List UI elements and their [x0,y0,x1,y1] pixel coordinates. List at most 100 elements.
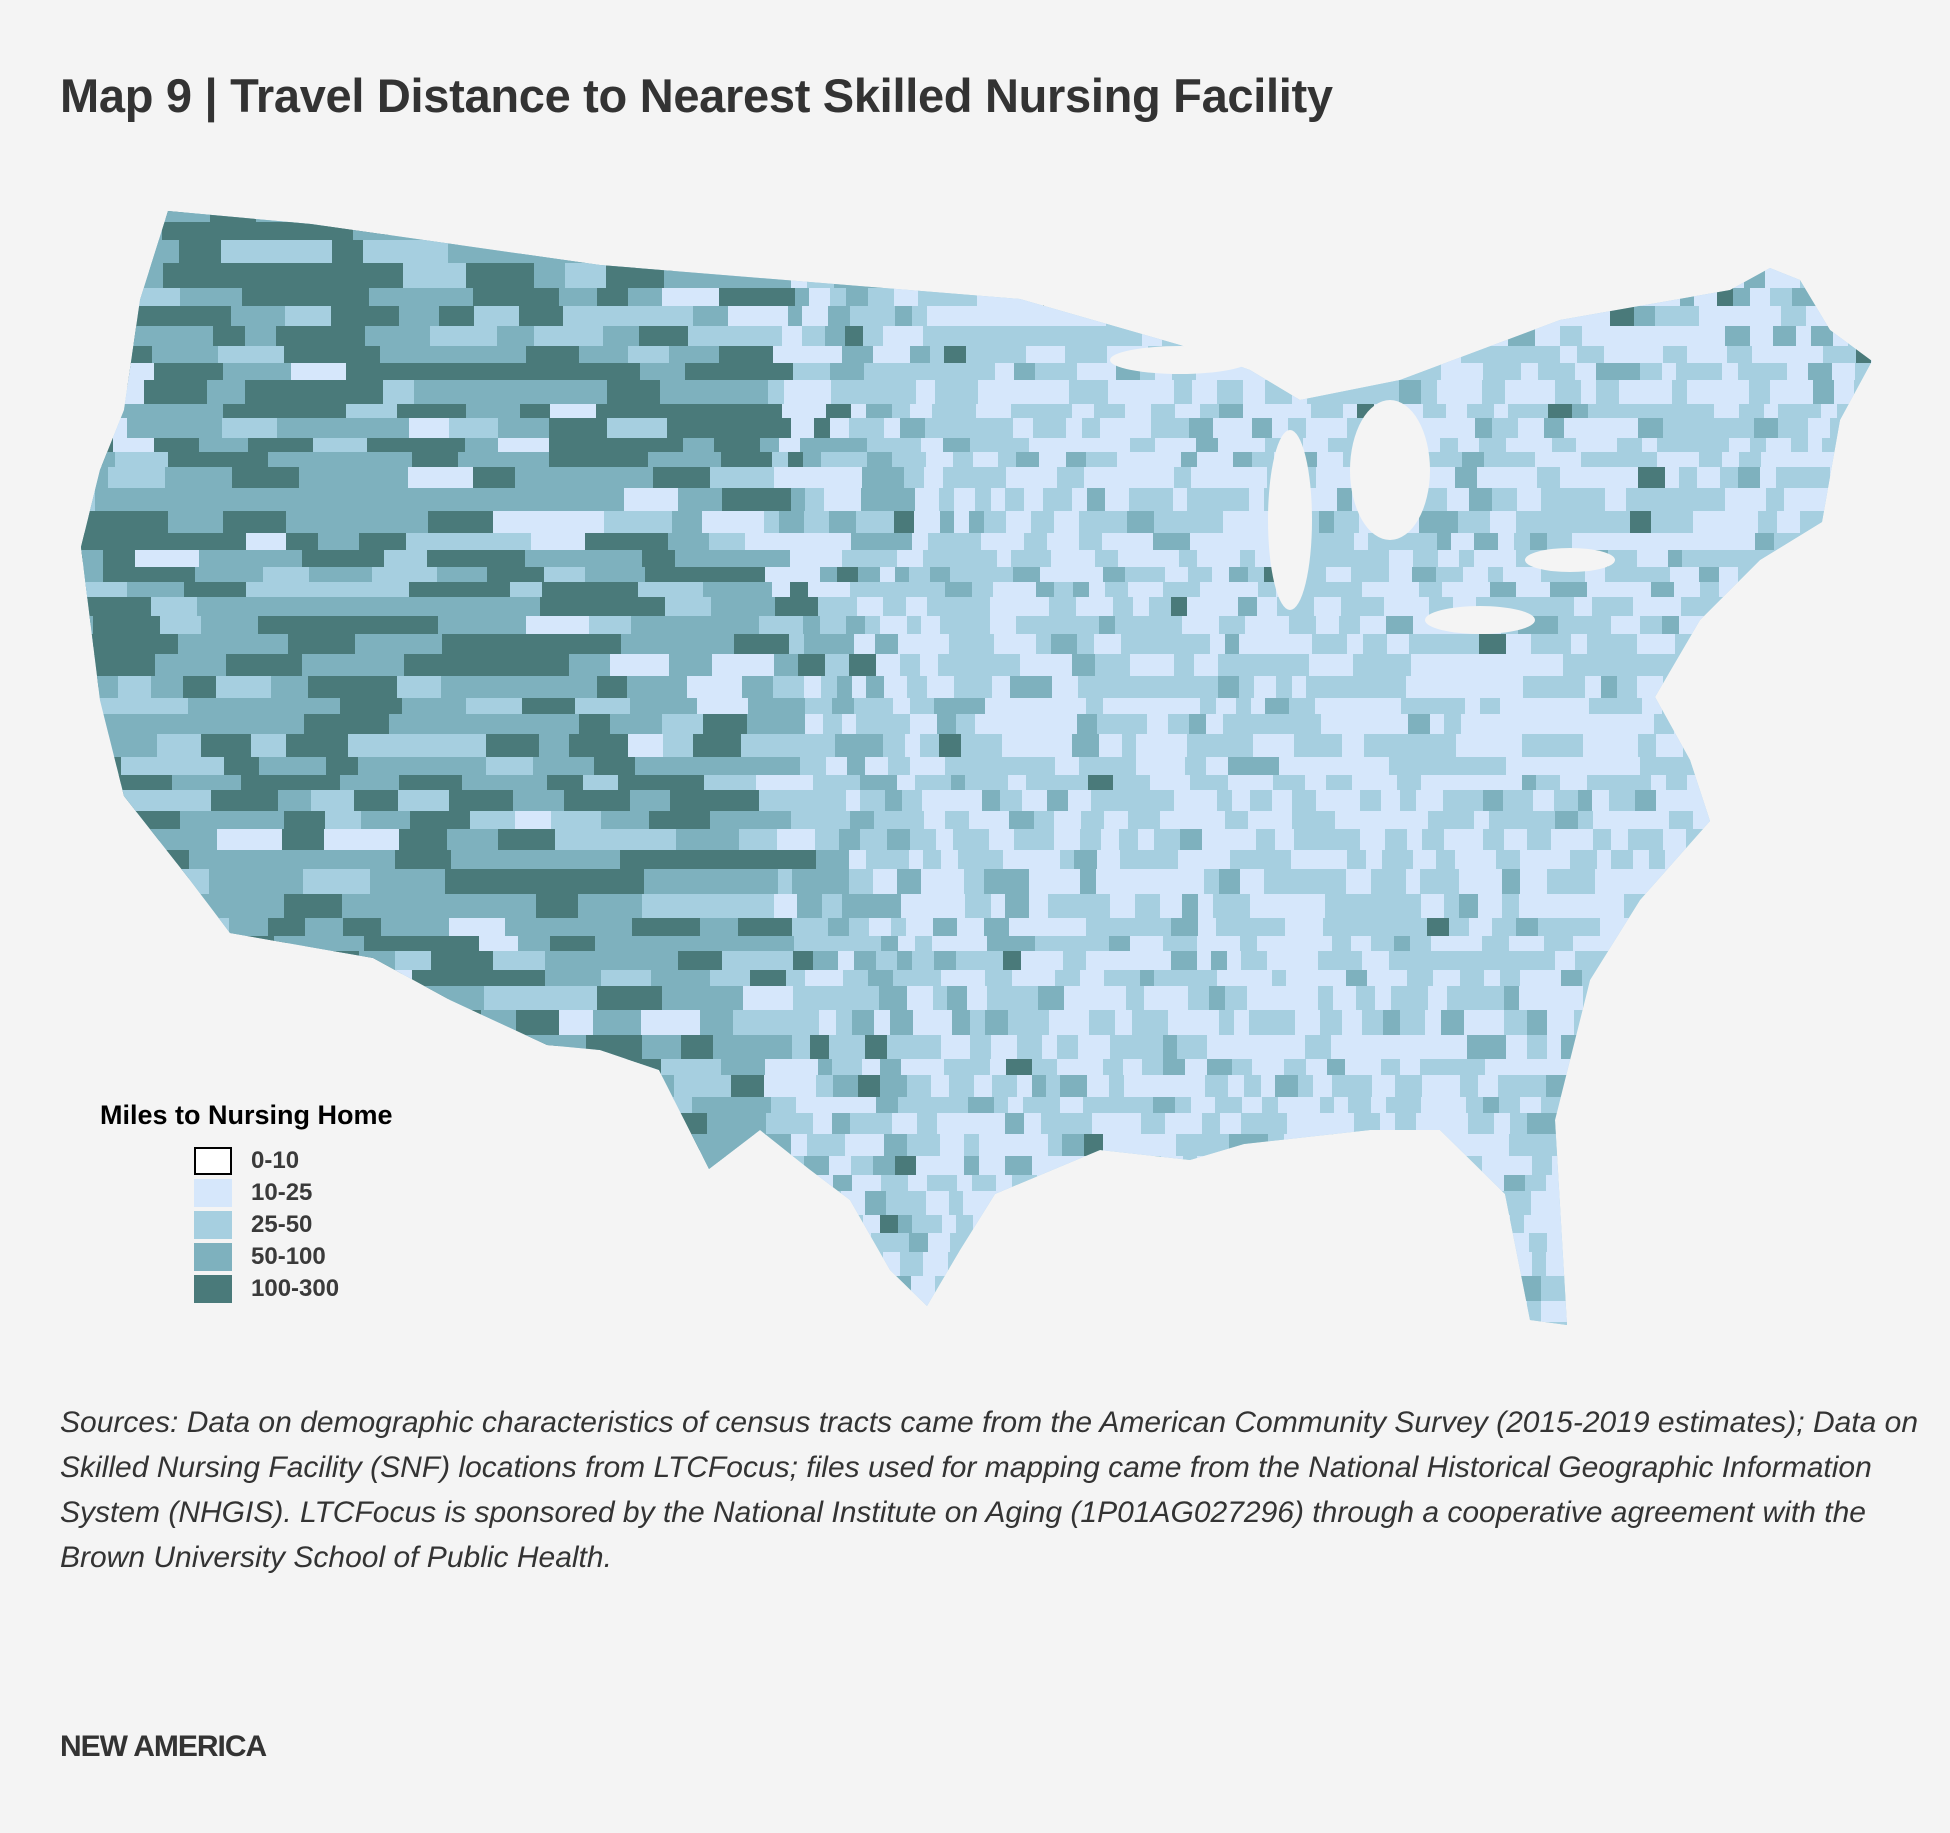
map-region [1228,418,1252,438]
map-region [1384,363,1400,380]
map-region [381,488,411,512]
map-region [1163,211,1179,222]
map-region [830,850,849,869]
map-region [1086,698,1103,714]
map-region [1228,1075,1244,1097]
map-region [1070,550,1095,567]
map-region [1059,1322,1086,1325]
map-region [1097,1156,1123,1175]
map-region [1862,288,1872,306]
map-region [1007,438,1029,452]
map-region [1078,1035,1092,1059]
map-region [1362,714,1388,734]
map-region [1834,380,1854,404]
map-region [1442,582,1469,597]
map-region [1165,567,1188,582]
map-region [1330,211,1349,222]
map-region [953,1301,972,1322]
map-region [1316,616,1339,634]
map-region [1504,829,1527,850]
map-region [586,1035,642,1076]
map-region [1008,1252,1034,1276]
map-region [1145,1252,1163,1276]
map-region [1745,1113,1766,1134]
map-region [1747,616,1772,634]
map-region [533,757,594,775]
map-region [894,1233,909,1252]
map-region [81,1010,94,1044]
map-region [864,363,888,380]
map-region [1163,1035,1177,1059]
map-region [1561,1035,1587,1059]
map-region [1835,550,1853,567]
map-region [1567,222,1582,240]
map-region [1596,380,1619,404]
map-region [567,1191,618,1231]
map-region [1262,1097,1278,1113]
map-region [1629,986,1656,1010]
map-region [818,597,837,616]
map-region [1236,1252,1263,1276]
map-region [1460,1075,1478,1097]
map-region [1193,1301,1216,1322]
map-region [1698,550,1713,567]
map-region [1164,1276,1179,1301]
map-region [1654,550,1668,567]
map-region [1690,1075,1714,1097]
map-region [1055,970,1080,986]
map-region [576,222,629,263]
map-region [1585,567,1605,582]
map-region [801,829,815,850]
map-region [788,1175,809,1191]
map-region [1634,775,1651,790]
map-region [645,1233,685,1258]
map-region [1348,1097,1371,1113]
map-region [1608,951,1629,970]
map-region [1341,894,1364,918]
map-region [1032,1191,1052,1215]
map-region [1375,326,1402,346]
map-region [722,1215,780,1235]
map-region [1089,1010,1115,1035]
map-region [1433,951,1453,970]
map-region [1830,894,1847,918]
map-region [1451,533,1474,550]
map-region [975,714,995,734]
map-region [1709,811,1734,829]
map-region [1046,306,1067,326]
map-region [1578,811,1593,829]
map-region [1640,616,1662,634]
map-region [1136,616,1163,634]
map-region [1216,1301,1235,1322]
map-region [1748,936,1774,951]
map-region [1577,714,1604,734]
map-region [1461,714,1482,734]
map-region [1891,550,1906,567]
map-region [1043,488,1057,511]
map-region [858,567,880,582]
map-region [820,467,844,488]
map-region [450,1134,500,1179]
map-region [948,597,967,616]
map-region [1062,1134,1084,1156]
map-region [1720,467,1738,488]
map-region [1289,1322,1313,1325]
map-region [1498,775,1522,790]
map-region [1069,326,1094,346]
map-region [1707,1233,1725,1252]
map-region [1708,1035,1727,1059]
map-region [1852,1301,1869,1322]
map-region [1619,288,1641,306]
map-region [1444,1233,1459,1252]
map-region [1341,698,1362,714]
map-region [1217,582,1242,597]
map-region [1836,452,1859,467]
legend-swatch [194,1179,232,1207]
map-region [1593,829,1611,850]
map-region [110,1322,148,1325]
map-region [1163,936,1182,951]
map-region [542,1059,594,1088]
map-region [1784,1010,1803,1035]
map-region [1527,1035,1547,1059]
map-region [1112,986,1126,1010]
